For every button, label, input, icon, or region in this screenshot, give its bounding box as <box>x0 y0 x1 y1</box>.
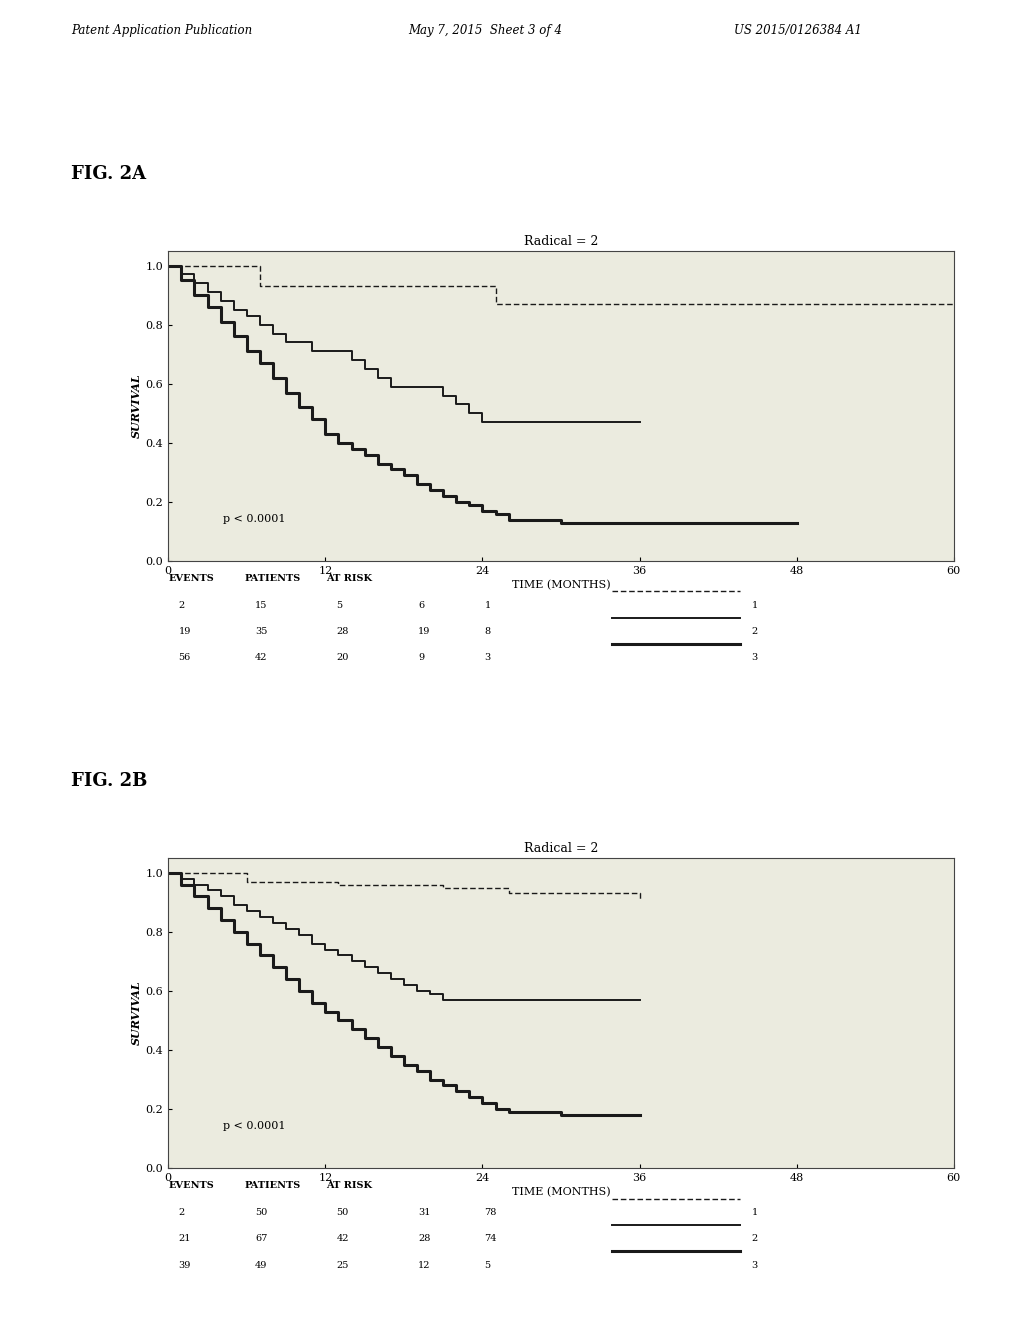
Y-axis label: SURVIVAL: SURVIVAL <box>130 374 142 438</box>
X-axis label: TIME (MONTHS): TIME (MONTHS) <box>512 1187 609 1197</box>
Title: Radical = 2: Radical = 2 <box>524 842 597 855</box>
Text: 28: 28 <box>336 627 348 636</box>
Text: PATIENTS: PATIENTS <box>245 1181 301 1191</box>
Y-axis label: SURVIVAL: SURVIVAL <box>130 981 142 1045</box>
Text: 2: 2 <box>178 601 184 610</box>
Text: 50: 50 <box>255 1208 267 1217</box>
Text: 2: 2 <box>178 1208 184 1217</box>
Text: 1: 1 <box>751 601 757 610</box>
Text: 21: 21 <box>178 1234 191 1243</box>
Text: 31: 31 <box>418 1208 430 1217</box>
Text: 1: 1 <box>751 1208 757 1217</box>
Text: 9: 9 <box>418 653 424 663</box>
Text: US 2015/0126384 A1: US 2015/0126384 A1 <box>734 24 861 37</box>
Text: AT RISK: AT RISK <box>326 574 372 583</box>
Text: 74: 74 <box>484 1234 496 1243</box>
Text: PATIENTS: PATIENTS <box>245 574 301 583</box>
Text: p < 0.0001: p < 0.0001 <box>223 1121 285 1131</box>
Text: 15: 15 <box>255 601 267 610</box>
Text: AT RISK: AT RISK <box>326 1181 372 1191</box>
Text: 1: 1 <box>484 601 490 610</box>
Text: 5: 5 <box>336 601 342 610</box>
Text: 35: 35 <box>255 627 267 636</box>
Text: 25: 25 <box>336 1261 348 1270</box>
Title: Radical = 2: Radical = 2 <box>524 235 597 248</box>
X-axis label: TIME (MONTHS): TIME (MONTHS) <box>512 579 609 590</box>
Text: 20: 20 <box>336 653 348 663</box>
Text: EVENTS: EVENTS <box>168 574 214 583</box>
Text: EVENTS: EVENTS <box>168 1181 214 1191</box>
Text: 3: 3 <box>484 653 490 663</box>
Text: 42: 42 <box>336 1234 348 1243</box>
Text: 78: 78 <box>484 1208 496 1217</box>
Text: 56: 56 <box>178 653 191 663</box>
Text: 6: 6 <box>418 601 424 610</box>
Text: 3: 3 <box>751 653 757 663</box>
Text: 39: 39 <box>178 1261 191 1270</box>
Text: FIG. 2B: FIG. 2B <box>71 772 148 791</box>
Text: 3: 3 <box>751 1261 757 1270</box>
Text: 19: 19 <box>418 627 430 636</box>
Text: May 7, 2015  Sheet 3 of 4: May 7, 2015 Sheet 3 of 4 <box>408 24 561 37</box>
Text: 67: 67 <box>255 1234 267 1243</box>
Text: 5: 5 <box>484 1261 490 1270</box>
Text: 50: 50 <box>336 1208 348 1217</box>
Text: 28: 28 <box>418 1234 430 1243</box>
Text: 2: 2 <box>751 627 757 636</box>
Text: p < 0.0001: p < 0.0001 <box>223 513 285 524</box>
Text: Patent Application Publication: Patent Application Publication <box>71 24 253 37</box>
Text: 2: 2 <box>751 1234 757 1243</box>
Text: 49: 49 <box>255 1261 267 1270</box>
Text: 42: 42 <box>255 653 267 663</box>
Text: 19: 19 <box>178 627 191 636</box>
Text: 8: 8 <box>484 627 490 636</box>
Text: 12: 12 <box>418 1261 430 1270</box>
Text: FIG. 2A: FIG. 2A <box>71 165 147 183</box>
